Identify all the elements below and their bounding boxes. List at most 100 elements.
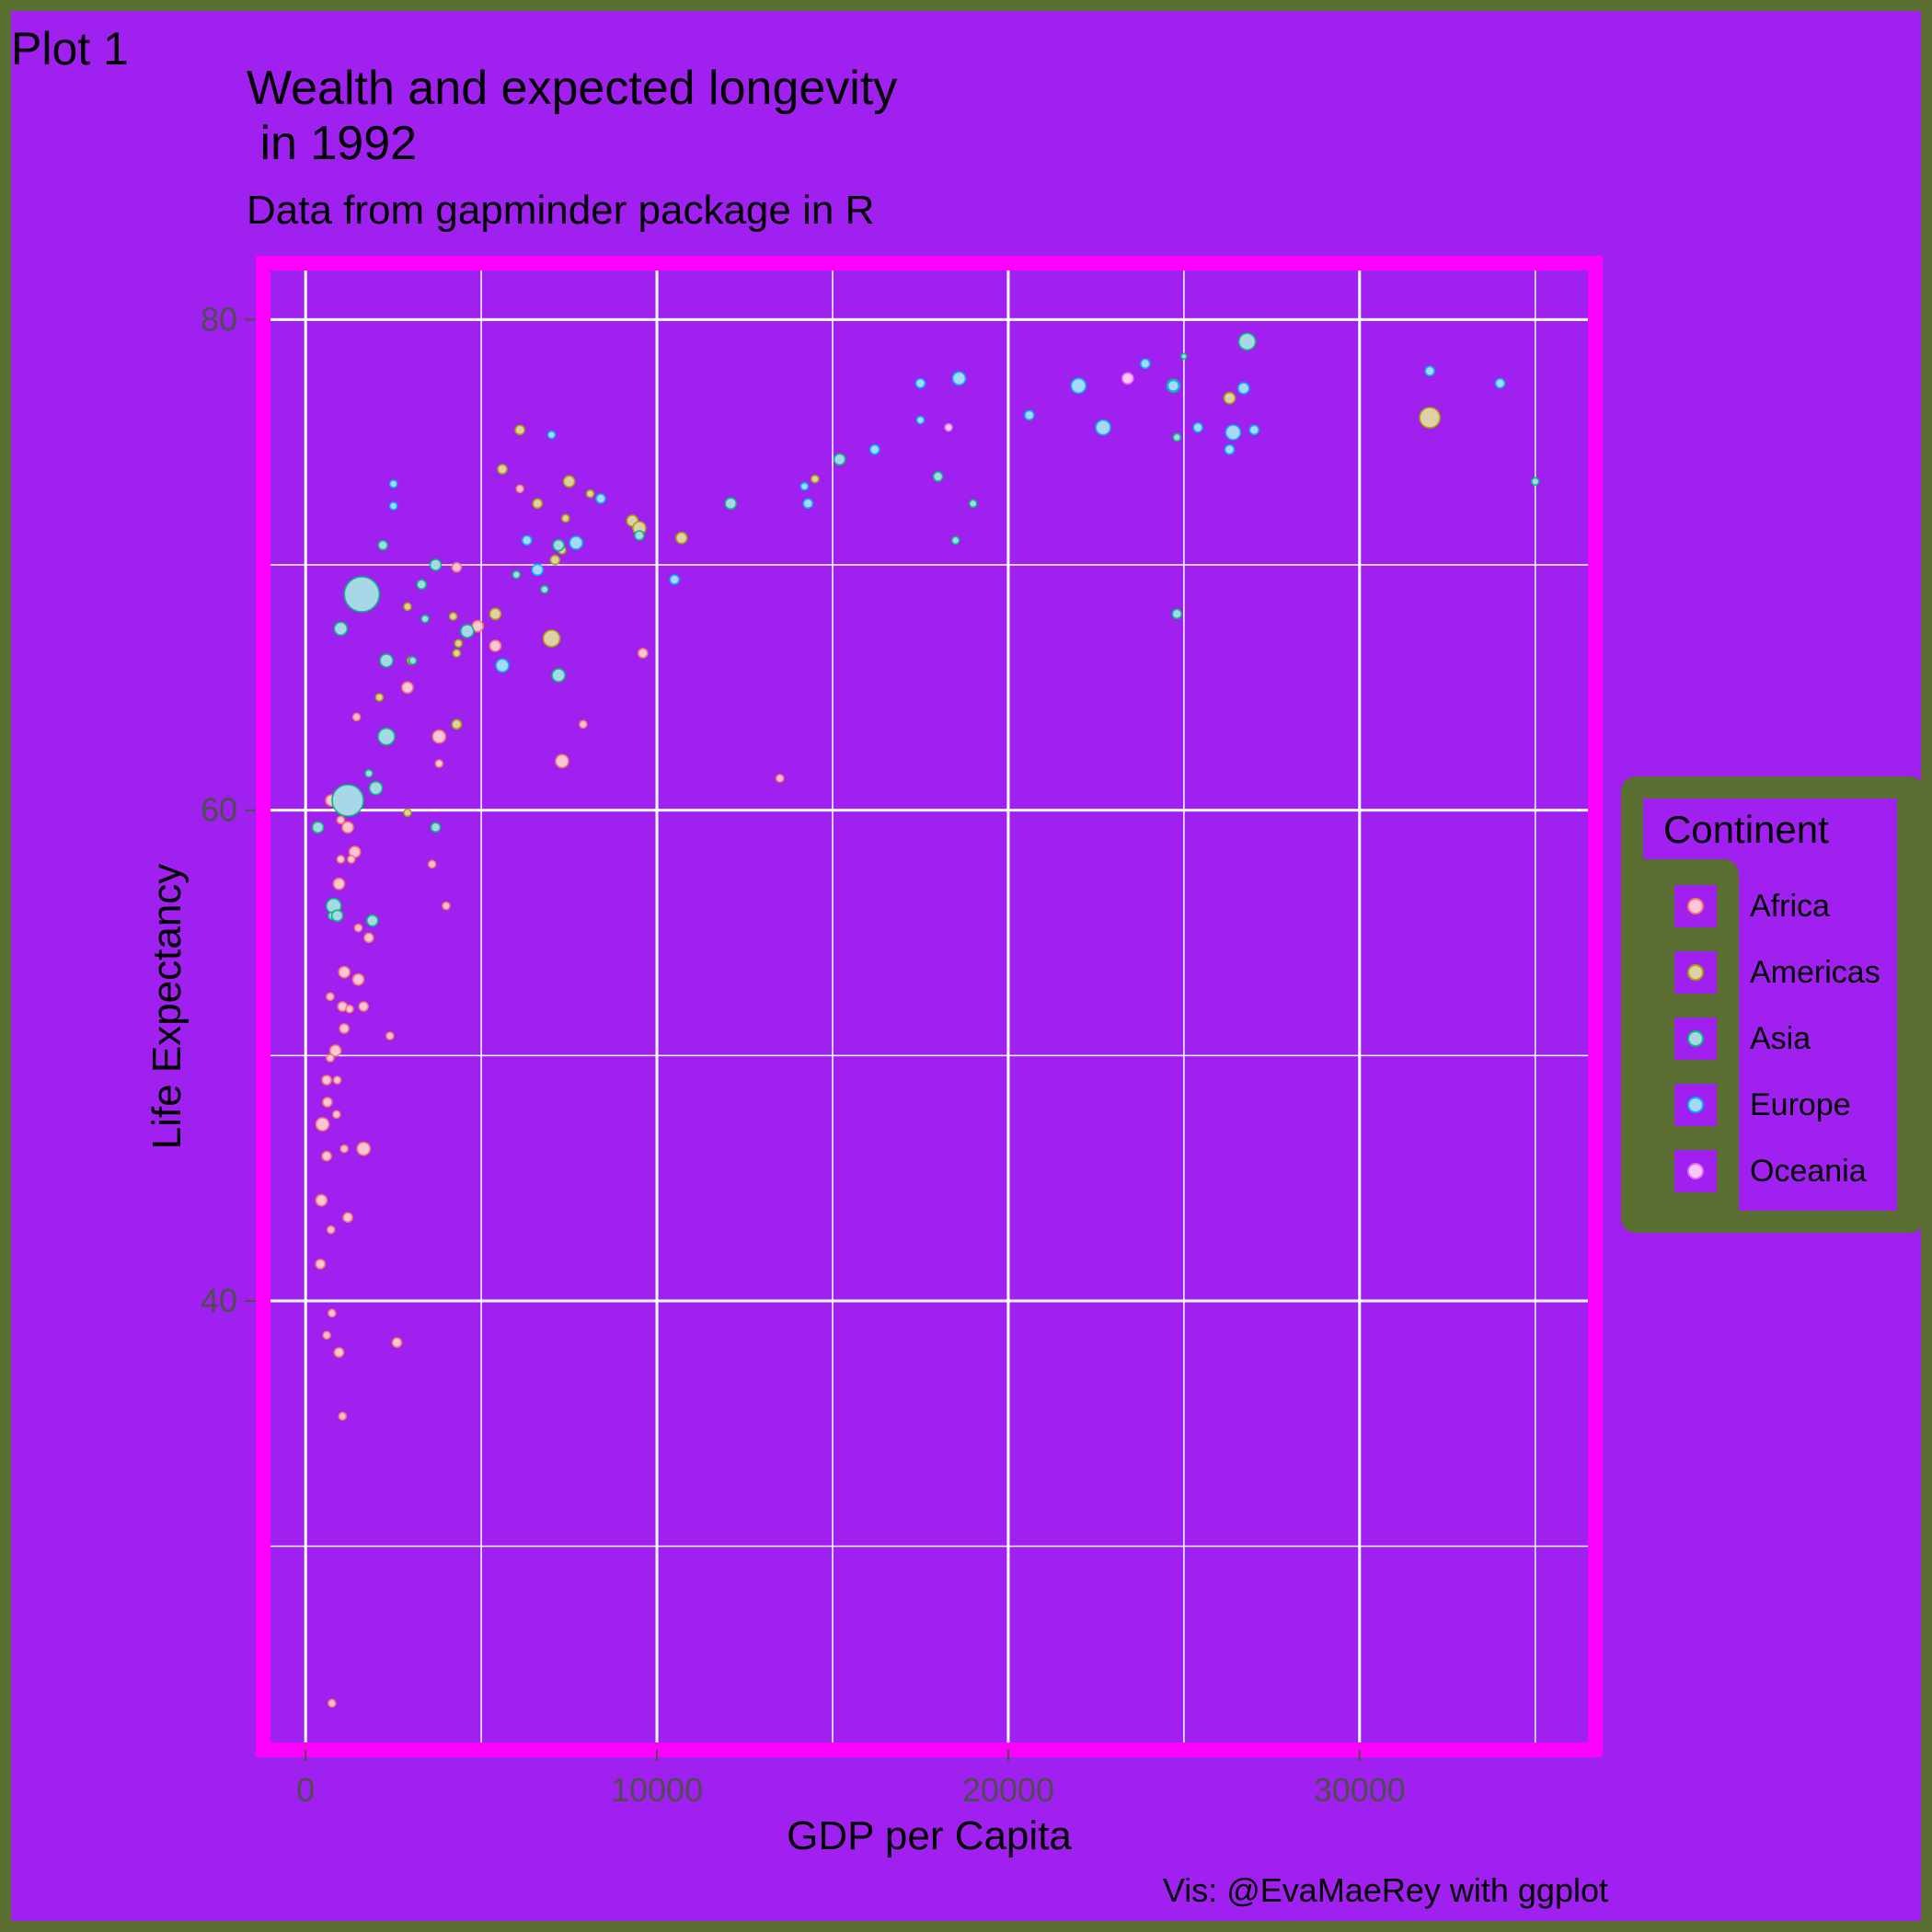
point-europe (388, 501, 398, 511)
data-points (311, 332, 1540, 1708)
plot-tag: Plot 1 (11, 23, 129, 75)
y-axis-label: Life Expectancy (144, 864, 190, 1150)
point-africa (326, 1053, 335, 1063)
point-asia (1180, 352, 1188, 361)
point-africa (391, 1337, 403, 1349)
point-asia (408, 656, 418, 665)
chart-title: Wealth and expected longevity in 1992 (247, 62, 898, 170)
point-asia (552, 538, 565, 552)
x-tick-label: 20000 (962, 1771, 1054, 1809)
legend-label: Africa (1750, 889, 1830, 924)
legend-marker-icon (1687, 1097, 1704, 1113)
point-africa (345, 1004, 354, 1014)
point-europe (914, 377, 926, 389)
point-americas (454, 638, 464, 649)
point-americas (549, 554, 561, 566)
x-tick-label: 30000 (1314, 1771, 1406, 1809)
point-americas (542, 629, 561, 648)
point-asia (343, 576, 381, 613)
point-africa (385, 1031, 395, 1041)
point-oceania (944, 422, 953, 432)
x-axis-label: GDP per Capita (787, 1813, 1072, 1858)
point-africa (489, 639, 502, 652)
point-africa (353, 923, 363, 933)
point-europe (869, 443, 880, 455)
legend-key (1674, 1084, 1717, 1126)
point-asia (416, 579, 428, 591)
panel-border (256, 256, 1603, 1757)
point-africa (515, 484, 524, 494)
point-africa (338, 965, 351, 979)
point-americas (489, 607, 502, 621)
point-africa (332, 877, 346, 891)
point-asia (377, 539, 388, 551)
legend-marker-icon (1687, 1030, 1704, 1047)
point-americas (585, 489, 595, 499)
point-europe (1494, 377, 1506, 389)
point-europe (388, 479, 398, 489)
point-africa (315, 1193, 328, 1207)
point-asia (331, 784, 364, 817)
point-africa (321, 1150, 332, 1162)
point-africa (326, 1225, 336, 1235)
point-asia (724, 497, 738, 511)
y-tick-label: 60 (201, 791, 237, 829)
point-americas (403, 602, 412, 612)
legend-item-asia: Asia (1663, 1005, 1912, 1071)
point-asia (333, 621, 349, 637)
point-africa (336, 855, 346, 864)
legend-title: Continent (1663, 808, 1829, 851)
point-asia (968, 499, 978, 509)
legend-item-africa: Africa (1663, 872, 1912, 938)
point-asia (634, 530, 645, 541)
point-europe (1070, 377, 1087, 395)
point-europe (1225, 424, 1242, 441)
point-europe (951, 371, 967, 386)
point-africa (427, 859, 437, 869)
point-europe (1192, 421, 1203, 433)
point-africa (775, 774, 785, 783)
point-africa (315, 1117, 330, 1132)
point-europe (1024, 409, 1035, 421)
point-asia (379, 653, 394, 668)
point-africa (338, 1411, 348, 1421)
point-africa (322, 1097, 333, 1108)
point-africa (339, 1023, 350, 1034)
point-asia (460, 624, 475, 638)
point-asia (365, 914, 379, 927)
x-tick-label: 0 (296, 1771, 315, 1809)
point-europe (802, 498, 814, 510)
point-americas (1223, 391, 1236, 405)
point-europe (1424, 365, 1435, 377)
point-africa (341, 821, 354, 834)
legend-key (1674, 1150, 1717, 1192)
point-africa (328, 1044, 342, 1057)
point-asia (1172, 432, 1182, 443)
point-africa (333, 1347, 345, 1358)
point-africa (339, 1144, 349, 1154)
legend-item-europe: Europe (1663, 1071, 1912, 1137)
legend-key (1674, 1018, 1717, 1060)
point-asia (512, 569, 522, 580)
point-africa (358, 1001, 369, 1012)
chart-subtitle: Data from gapminder package in R (247, 188, 875, 233)
legend-label: Europe (1750, 1087, 1851, 1122)
point-americas (674, 531, 688, 545)
legend-label: Oceania (1750, 1154, 1867, 1189)
point-asia (429, 558, 443, 571)
point-europe (1095, 419, 1111, 436)
point-asia (950, 535, 960, 546)
legend-label: Asia (1750, 1021, 1811, 1056)
grid-lines (270, 270, 1588, 1742)
point-africa (321, 1075, 332, 1086)
point-africa (363, 932, 374, 944)
point-asia (551, 668, 566, 683)
point-europe (569, 535, 584, 550)
point-africa (331, 1110, 341, 1120)
point-asia (330, 909, 344, 923)
point-americas (497, 464, 508, 475)
point-africa (401, 681, 414, 695)
point-asia (368, 780, 384, 796)
point-americas (448, 612, 458, 621)
